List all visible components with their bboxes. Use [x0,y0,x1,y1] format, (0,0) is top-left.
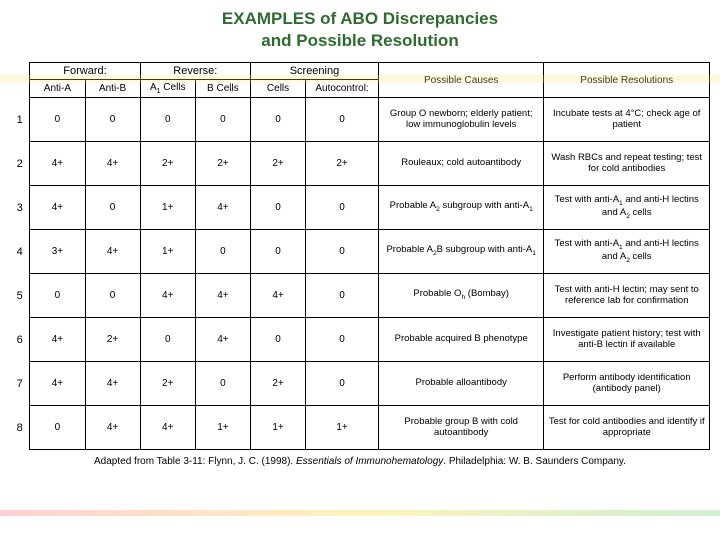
autocontrol-cell: 0 [306,274,379,318]
autocontrol-cell: 0 [306,98,379,142]
abo-discrepancy-table: Forward: Reverse: Screening Possible Cau… [10,62,710,450]
a1-cells-cell: 2+ [140,362,195,406]
b-cells-cell: 4+ [195,186,250,230]
possible-cause-cell: Probable group B with cold autoantibody [378,406,543,450]
anti-a-cell: 4+ [30,186,85,230]
a1-cells-cell: 1+ [140,230,195,274]
possible-resolution-cell: Test with anti-A1 and anti-H lectins and… [544,230,710,274]
possible-cause-cell: Probable Oh (Bombay) [378,274,543,318]
a1-cells-cell: 1+ [140,186,195,230]
b-cells-cell: 0 [195,98,250,142]
anti-b-cell: 4+ [85,362,140,406]
a1-cells-cell: 2+ [140,142,195,186]
possible-resolution-cell: Test for cold antibodies and identify if… [544,406,710,450]
a1-cells-cell: 4+ [140,406,195,450]
b-cells-cell: 4+ [195,318,250,362]
table-row: 1000000Group O newborn; elderly patient;… [10,98,710,142]
b-cells-cell: 2+ [195,142,250,186]
possible-cause-cell: Rouleaux; cold autoantibody [378,142,543,186]
anti-b-cell: 4+ [85,142,140,186]
row-number: 1 [10,98,30,142]
row-number: 8 [10,406,30,450]
screening-cell: 0 [250,318,305,362]
possible-resolution-cell: Investigate patient history; test with a… [544,318,710,362]
a1-cells-cell: 0 [140,318,195,362]
row-number: 6 [10,318,30,362]
anti-a-cell: 0 [30,406,85,450]
anti-a-cell: 0 [30,98,85,142]
a1-cells-cell: 0 [140,98,195,142]
autocontrol-cell: 0 [306,362,379,406]
possible-resolution-cell: Test with anti-H lectin; may sent to ref… [544,274,710,318]
anti-b-cell: 0 [85,186,140,230]
possible-resolution-cell: Wash RBCs and repeat testing; test for c… [544,142,710,186]
autocontrol-cell: 0 [306,318,379,362]
anti-b-cell: 0 [85,98,140,142]
anti-b-cell: 2+ [85,318,140,362]
possible-cause-cell: Probable alloantibody [378,362,543,406]
row-number: 5 [10,274,30,318]
autocontrol-cell: 2+ [306,142,379,186]
autocontrol-cell: 1+ [306,406,379,450]
row-number: 7 [10,362,30,406]
citation: Adapted from Table 3-11: Flynn, J. C. (1… [0,456,720,467]
row-number: 2 [10,142,30,186]
table-row: 43+4+1+000Probable A2B subgroup with ant… [10,230,710,274]
screening-cell: 0 [250,98,305,142]
decorative-stripe [0,510,720,516]
table-row: 24+4+2+2+2+2+Rouleaux; cold autoantibody… [10,142,710,186]
autocontrol-cell: 0 [306,186,379,230]
b-cells-cell: 0 [195,362,250,406]
table-row: 804+4+1+1+1+Probable group B with cold a… [10,406,710,450]
table-row: 34+01+4+00Probable A2 subgroup with anti… [10,186,710,230]
page-title: EXAMPLES of ABO Discrepancies and Possib… [0,0,720,52]
anti-a-cell: 4+ [30,142,85,186]
screening-cell: 4+ [250,274,305,318]
anti-b-cell: 4+ [85,230,140,274]
anti-a-cell: 0 [30,274,85,318]
anti-a-cell: 4+ [30,318,85,362]
screening-cell: 2+ [250,142,305,186]
b-cells-cell: 1+ [195,406,250,450]
row-number: 4 [10,230,30,274]
screening-cell: 2+ [250,362,305,406]
table-row: 5004+4+4+0Probable Oh (Bombay)Test with … [10,274,710,318]
anti-b-cell: 0 [85,274,140,318]
possible-cause-cell: Probable acquired B phenotype [378,318,543,362]
possible-cause-cell: Probable A2 subgroup with anti-A1 [378,186,543,230]
b-cells-cell: 4+ [195,274,250,318]
possible-resolution-cell: Perform antibody identification (antibod… [544,362,710,406]
possible-resolution-cell: Incubate tests at 4°C; check age of pati… [544,98,710,142]
screening-cell: 1+ [250,406,305,450]
autocontrol-cell: 0 [306,230,379,274]
possible-cause-cell: Probable A2B subgroup with anti-A1 [378,230,543,274]
anti-a-cell: 4+ [30,362,85,406]
screening-cell: 0 [250,186,305,230]
b-cells-cell: 0 [195,230,250,274]
table-row: 74+4+2+02+0Probable alloantibodyPerform … [10,362,710,406]
decorative-stripe [0,75,720,83]
table-row: 64+2+04+00Probable acquired B phenotypeI… [10,318,710,362]
a1-cells-cell: 4+ [140,274,195,318]
possible-cause-cell: Group O newborn; elderly patient; low im… [378,98,543,142]
possible-resolution-cell: Test with anti-A1 and anti-H lectins and… [544,186,710,230]
row-number: 3 [10,186,30,230]
anti-b-cell: 4+ [85,406,140,450]
anti-a-cell: 3+ [30,230,85,274]
screening-cell: 0 [250,230,305,274]
